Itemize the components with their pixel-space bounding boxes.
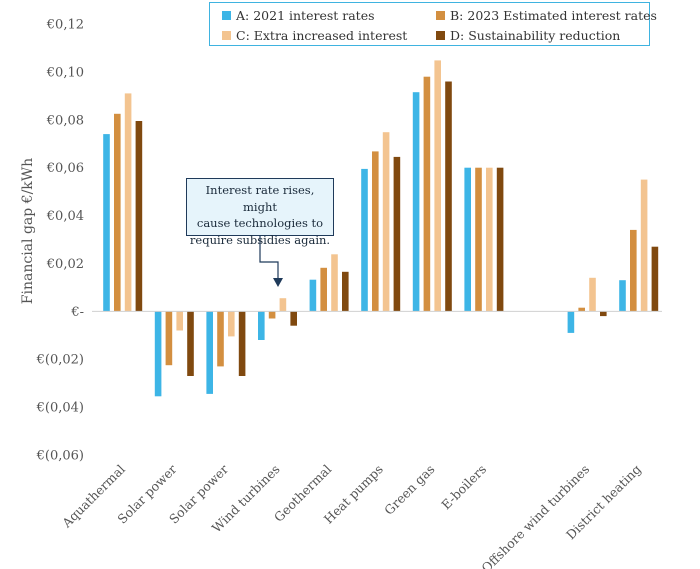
bar-series-a [464, 167, 471, 312]
bar-series-b [268, 311, 276, 319]
annotation-arrow [259, 236, 283, 287]
y-tick-label: €0,04 [46, 209, 84, 224]
bar-series-c [331, 254, 338, 312]
legend-item-d: D: Sustainability reduction [436, 28, 620, 43]
bar-series-c [434, 60, 441, 312]
bar-series-a [309, 279, 317, 312]
bar-series-d [342, 271, 349, 312]
y-tick-label: €(0,02) [36, 353, 84, 368]
y-tick-label: €(0,04) [36, 401, 84, 416]
legend-item-a: A: 2021 interest rates [222, 8, 375, 23]
legend-item-c: C: Extra increased interest [222, 28, 407, 43]
bar-series-b [423, 76, 431, 312]
legend-item-b: B: 2023 Estimated interest rates [436, 8, 657, 23]
annotation-box: Interest rate rises, might cause technol… [186, 178, 334, 247]
bar-series-d [187, 311, 194, 376]
bar-series-a [258, 311, 265, 340]
y-tick-label: €(0,06) [36, 449, 84, 464]
bar-series-a [361, 168, 368, 312]
bar-series-c [640, 179, 648, 312]
bar-series-b [372, 151, 379, 312]
y-axis-label: Financial gap €/kWh [20, 158, 36, 304]
category-label: Green gas [381, 462, 437, 518]
bar-series-d [290, 311, 297, 326]
y-tick-label: €0,08 [46, 113, 84, 128]
bar-series-b [475, 167, 482, 312]
legend-swatch-b [436, 11, 445, 20]
bar-series-a [619, 280, 626, 312]
bar-series-b [217, 311, 224, 367]
legend-swatch-c [222, 31, 231, 40]
bar-series-d [651, 246, 659, 312]
category-label: Offshore wind turbines [478, 462, 592, 569]
bar-series-c [228, 311, 235, 337]
y-tick-label: €0,06 [46, 161, 84, 176]
annotation-arrow-line [259, 236, 279, 280]
bar-series-a [103, 134, 110, 312]
y-tick-label: €0,02 [46, 257, 84, 272]
bars [103, 60, 659, 397]
bar-series-d [135, 121, 143, 312]
category-label: Aquathermal [58, 462, 128, 532]
bar-series-c [486, 167, 493, 312]
bar-series-a [154, 311, 162, 397]
category-label: E-boilers [438, 462, 489, 513]
bar-series-c [589, 277, 596, 312]
legend-label-a: A: 2021 interest rates [236, 8, 375, 23]
bar-series-a [567, 311, 575, 333]
y-tick-label: €0,10 [46, 65, 84, 80]
y-axis-ticks: €0,12 €0,10 €0,08 €0,06 €0,04 €0,02 €- €(0,02) €… [36, 18, 84, 464]
bar-series-c [176, 311, 183, 331]
bar-series-b [165, 311, 173, 366]
annotation-line-1: Interest rate rises, might [205, 183, 315, 214]
legend: A: 2021 interest rates B: 2023 Estimated… [209, 2, 657, 46]
legend-label-b: B: 2023 Estimated interest rates [450, 8, 657, 23]
legend-swatch-a [222, 11, 231, 20]
legend-label-c: C: Extra increased interest [236, 28, 408, 43]
bar-series-b [630, 229, 637, 312]
bar-series-d [496, 167, 504, 312]
bar-series-d [238, 311, 246, 376]
legend-label-d: D: Sustainability reduction [450, 28, 621, 43]
bar-series-b [578, 307, 585, 312]
bar-series-c [382, 132, 390, 312]
legend-swatch-d [436, 31, 445, 40]
bar-series-d [600, 311, 607, 317]
bar-series-b [320, 267, 327, 312]
bar-series-a [412, 92, 420, 312]
bar-series-a [206, 311, 213, 394]
bar-series-d [445, 81, 452, 312]
bar-series-c [124, 93, 132, 312]
y-tick-label: €- [70, 305, 84, 320]
annotation-line-2: cause technologies to [196, 216, 324, 230]
annotation-arrow-head [273, 278, 283, 287]
bar-series-c [279, 298, 287, 312]
y-tick-label: €0,12 [46, 18, 84, 33]
bar-series-b [114, 113, 121, 312]
bar-series-d [393, 156, 401, 312]
annotation-line-3: require subsidies again. [189, 232, 331, 247]
